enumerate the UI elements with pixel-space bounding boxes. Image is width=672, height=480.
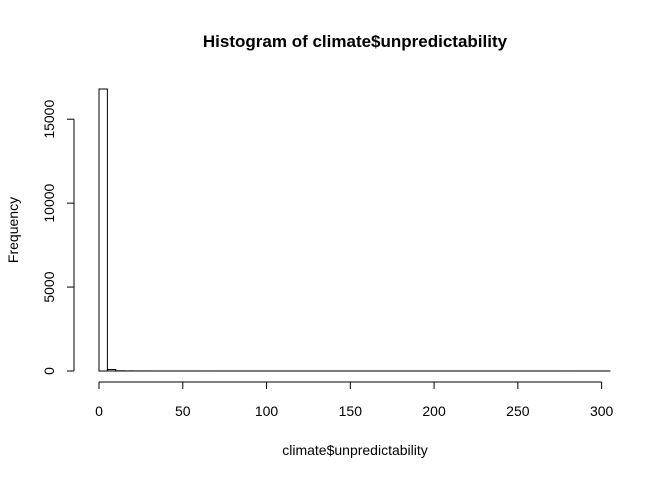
y-tick-label: 10000 <box>41 183 57 222</box>
x-tick-label: 250 <box>506 403 530 419</box>
y-axis-label: Frequency <box>5 197 21 263</box>
y-tick-label: 0 <box>41 367 57 375</box>
x-tick-label: 0 <box>95 403 103 419</box>
x-tick-label: 150 <box>339 403 363 419</box>
x-tick-label: 50 <box>175 403 191 419</box>
y-tick-label: 5000 <box>41 271 57 302</box>
x-tick-label: 100 <box>255 403 279 419</box>
x-tick-label: 300 <box>590 403 614 419</box>
x-axis-label: climate$unpredictability <box>282 442 428 458</box>
histogram-bar <box>98 88 108 372</box>
y-tick-label: 15000 <box>41 100 57 139</box>
x-tick-label: 200 <box>422 403 446 419</box>
histogram-bars <box>98 88 611 372</box>
chart-title: Histogram of climate$unpredictability <box>203 32 508 51</box>
x-axis: 0 50 100 150 200 250 300 <box>95 381 614 419</box>
y-axis: 0 5000 10000 15000 <box>41 100 75 375</box>
histogram-bar <box>106 368 117 372</box>
